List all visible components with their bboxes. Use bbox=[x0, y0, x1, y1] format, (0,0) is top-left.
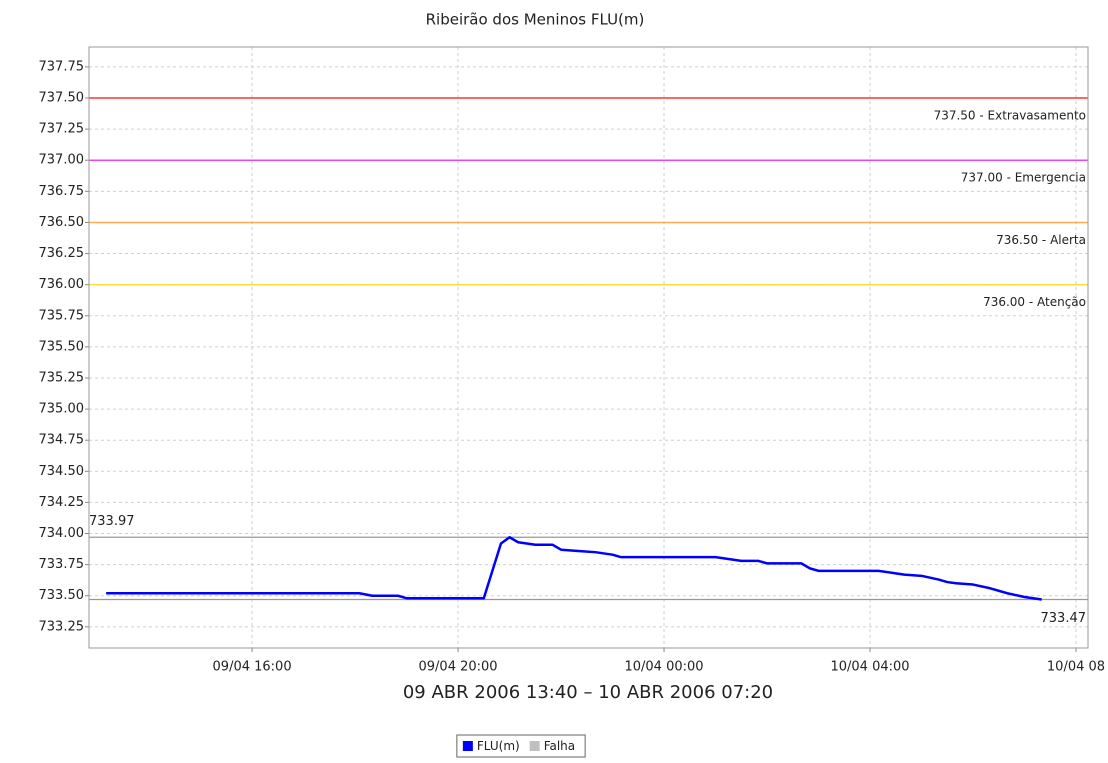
x-tick-label: 10/04 00:00 bbox=[624, 660, 703, 675]
legend-box bbox=[456, 734, 586, 758]
x-tick-label: 10/04 08 bbox=[1047, 660, 1105, 675]
y-tick-label: 734.00 bbox=[39, 526, 85, 541]
plot-area bbox=[89, 47, 1088, 648]
y-tick-label: 735.75 bbox=[39, 308, 85, 323]
y-tick-label: 736.25 bbox=[39, 246, 85, 261]
legend-label: Falha bbox=[544, 739, 575, 753]
y-tick-label: 735.25 bbox=[39, 370, 85, 385]
y-tick-label: 734.50 bbox=[39, 464, 85, 479]
chart-title: Ribeirão dos Meninos FLU(m) bbox=[426, 11, 645, 29]
y-tick-label: 735.00 bbox=[39, 402, 85, 417]
y-tick-label: 737.50 bbox=[39, 91, 85, 106]
y-tick-label: 734.25 bbox=[39, 495, 85, 510]
threshold-label: 737.00 - Emergencia bbox=[961, 171, 1086, 185]
y-tick-label: 734.75 bbox=[39, 433, 85, 448]
plot-border bbox=[88, 46, 1089, 649]
y-tick-label: 733.75 bbox=[39, 557, 85, 572]
legend-swatch bbox=[462, 741, 473, 751]
range-marker-label: 733.97 bbox=[89, 514, 135, 529]
threshold-label: 737.50 - Extravasamento bbox=[934, 109, 1086, 123]
x-tick-label: 09/04 16:00 bbox=[213, 660, 292, 675]
y-tick-label: 737.75 bbox=[39, 59, 85, 74]
y-tick-label: 733.50 bbox=[39, 588, 85, 603]
y-tick-label: 737.00 bbox=[39, 153, 85, 168]
y-tick-label: 736.50 bbox=[39, 215, 85, 230]
y-tick-label: 735.50 bbox=[39, 339, 85, 354]
data-line bbox=[106, 536, 1042, 601]
legend-label: FLU(m) bbox=[477, 739, 520, 753]
y-tick-label: 737.25 bbox=[39, 122, 85, 137]
legend: FLU(m) Falha bbox=[456, 734, 586, 758]
x-tick-label: 09/04 20:00 bbox=[419, 660, 498, 675]
y-tick-label: 733.25 bbox=[39, 619, 85, 634]
y-tick-label: 736.75 bbox=[39, 184, 85, 199]
legend-swatch bbox=[529, 741, 540, 751]
y-tick-label: 736.00 bbox=[39, 277, 85, 292]
x-tick-label: 10/04 04:00 bbox=[830, 660, 909, 675]
x-axis-label: 09 ABR 2006 13:40 – 10 ABR 2006 07:20 bbox=[403, 682, 773, 703]
range-marker-label: 733.47 bbox=[1041, 611, 1087, 626]
threshold-label: 736.50 - Alerta bbox=[996, 233, 1086, 247]
threshold-label: 736.00 - Atenção bbox=[983, 295, 1086, 309]
